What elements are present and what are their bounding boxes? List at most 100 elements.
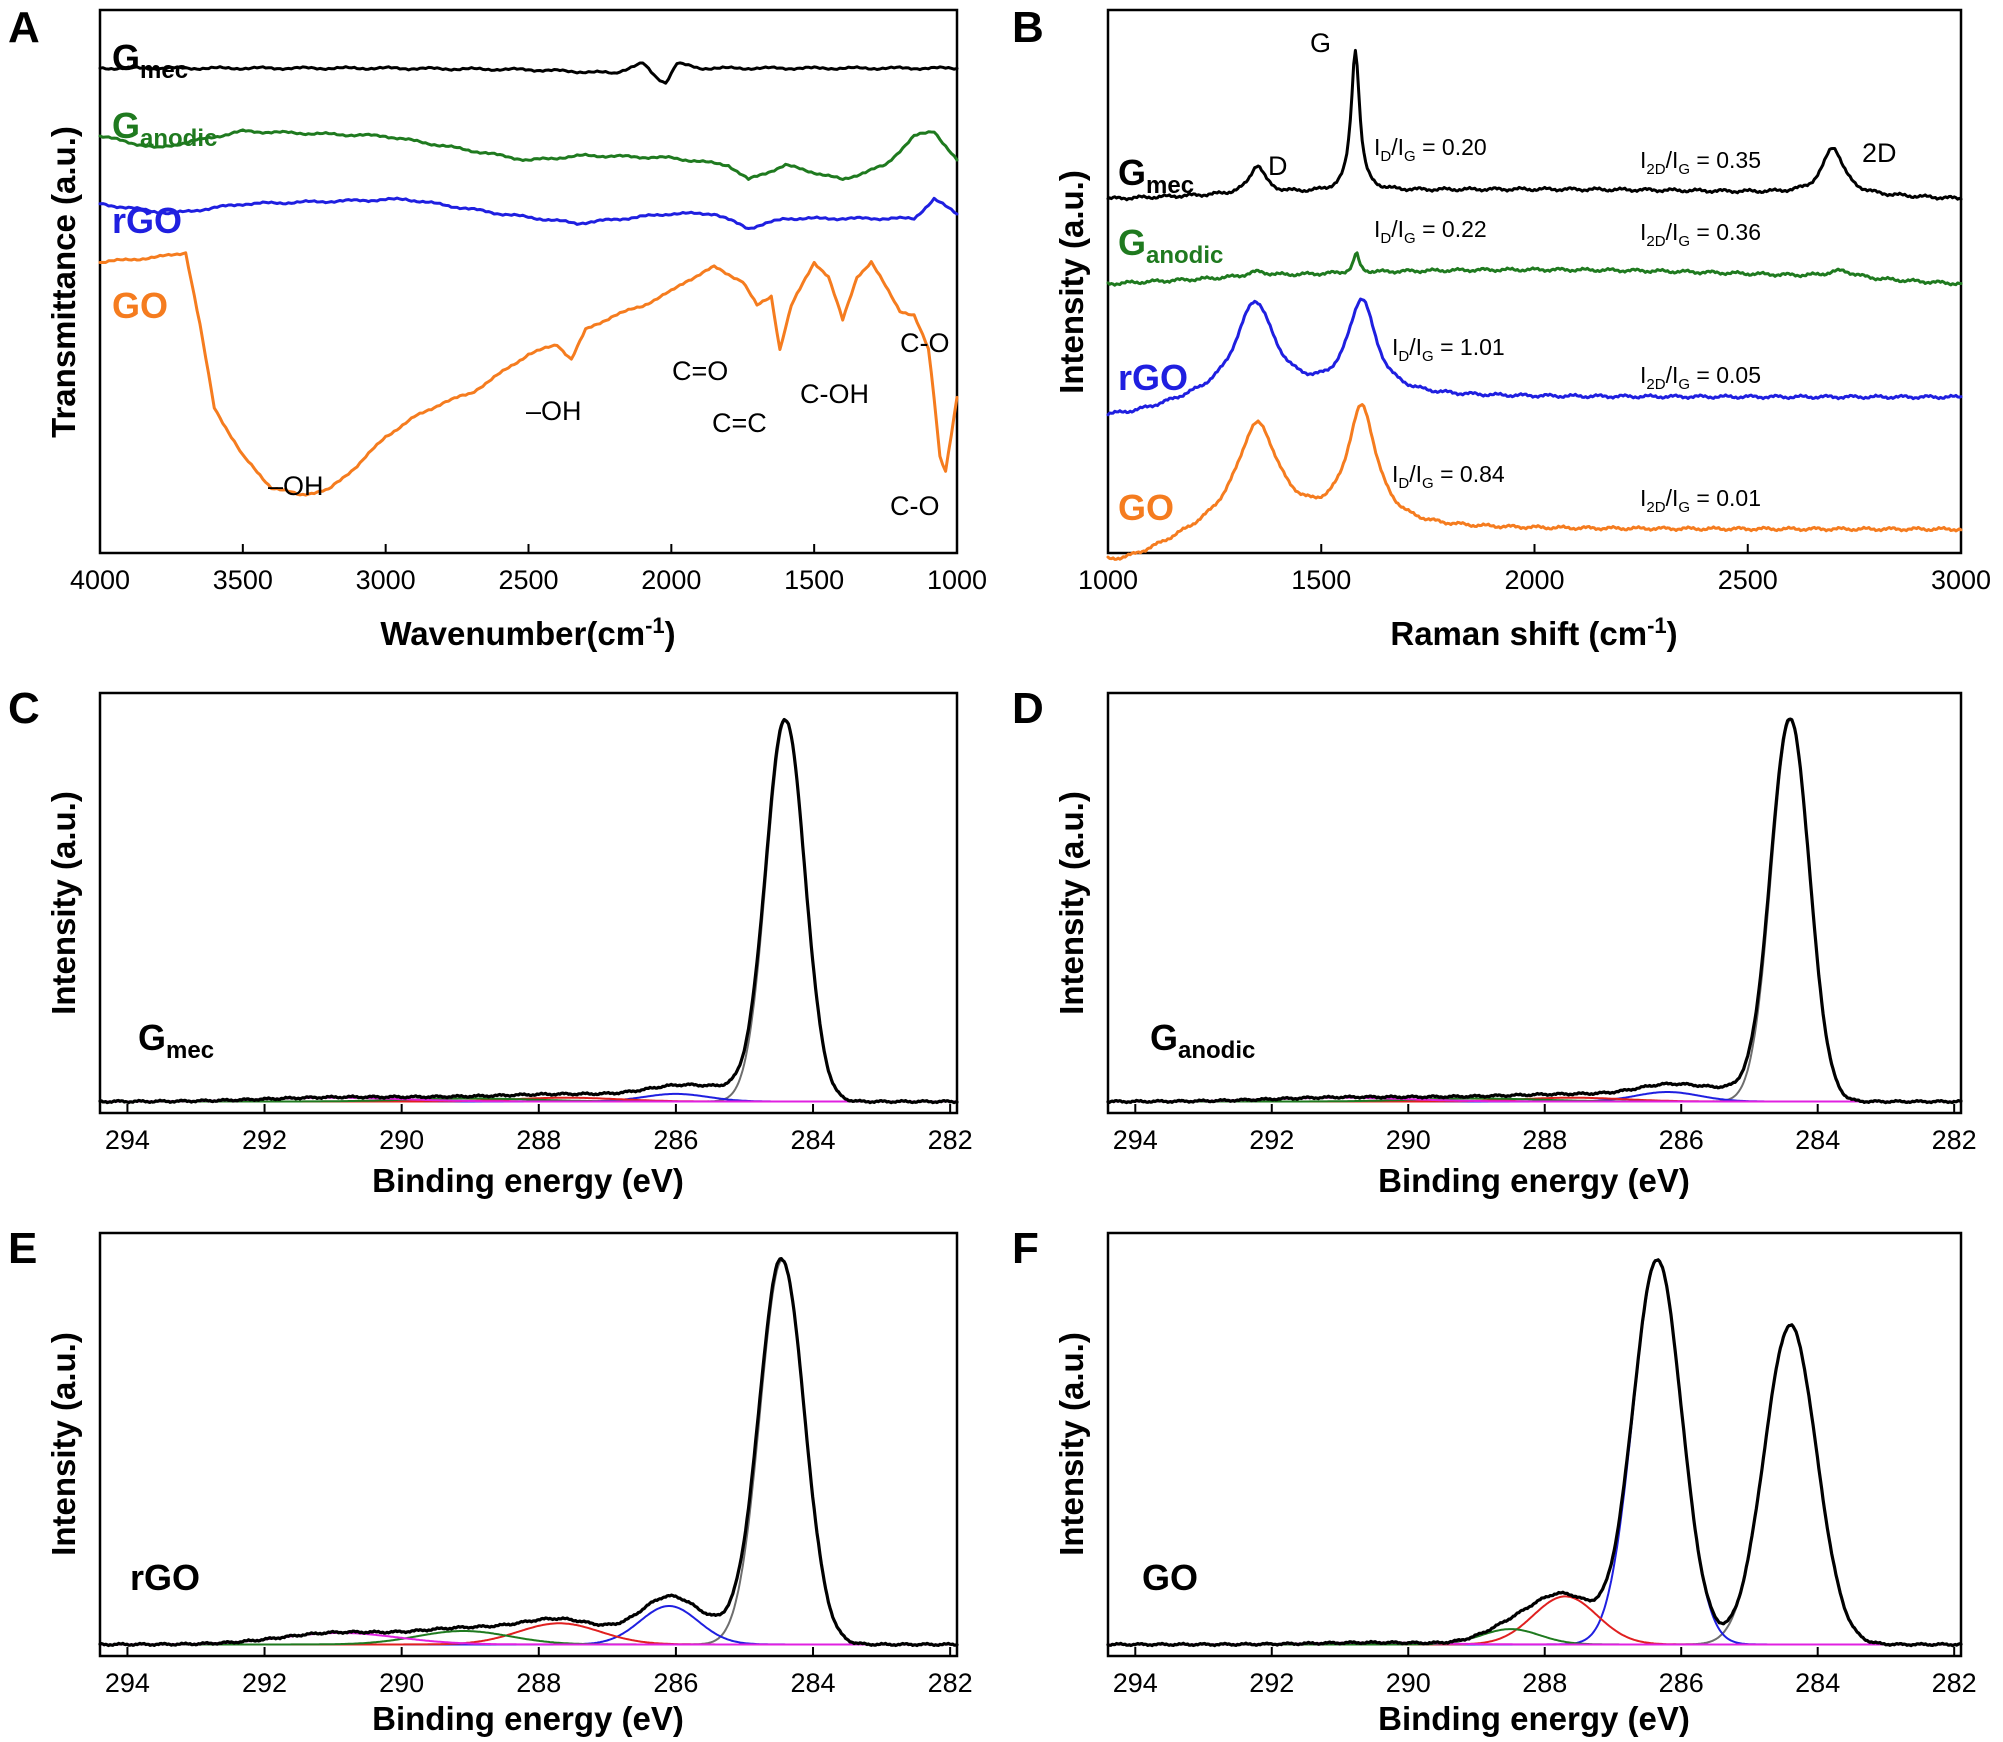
x-tick-label-e-288: 288 xyxy=(516,1668,561,1698)
ratio-i2d-ig-gmec: I2D/IG = 0.35 xyxy=(1640,147,1761,179)
panel-c-y-label: Intensity (a.u.) xyxy=(45,791,82,1015)
panel-f-frame xyxy=(1106,1231,1963,1658)
x-tick-label-c-292: 292 xyxy=(242,1125,287,1155)
ftir-line-rgo xyxy=(98,196,959,230)
x-tick-label-b-1000: 1000 xyxy=(1078,565,1138,595)
annot-oh-broad: –OH xyxy=(268,471,324,501)
ratio-i2d-ig-go: I2D/IG = 0.01 xyxy=(1640,485,1761,517)
panel-c-frame xyxy=(98,691,959,1115)
label-go-a: GO xyxy=(112,285,168,326)
x-tick-label-b-2000: 2000 xyxy=(1504,565,1564,595)
x-tick-label-d-290: 290 xyxy=(1386,1125,1431,1155)
panel-e-frame xyxy=(98,1231,959,1658)
peak-label-g: G xyxy=(1310,28,1331,58)
x-tick-label-d-288: 288 xyxy=(1522,1125,1567,1155)
x-tick-label-b-1500: 1500 xyxy=(1291,565,1351,595)
panel-d-frame xyxy=(1106,691,1963,1115)
panel-a-curves xyxy=(98,61,959,497)
x-tick-label-a-1000: 1000 xyxy=(927,565,987,595)
panel-letter-c: C xyxy=(8,684,40,733)
x-tick-label-e-290: 290 xyxy=(379,1668,424,1698)
raman-line-gmec xyxy=(1106,48,1963,202)
ratio-id-ig-go: ID/IG = 0.84 xyxy=(1392,461,1505,493)
x-tick-label-b-2500: 2500 xyxy=(1718,565,1778,595)
x-tick-label-a-2000: 2000 xyxy=(641,565,701,595)
x-tick-label-a-4000: 4000 xyxy=(70,565,130,595)
panel-a-x-ticks: 4000 3500 3000 2500 2000 1500 1000 xyxy=(70,544,987,595)
panel-a-x-label: Wavenumber(cm-1) xyxy=(380,613,675,653)
label-go-b: GO xyxy=(1118,487,1174,528)
x-tick-label-e-286: 286 xyxy=(653,1668,698,1698)
panel-a-frame xyxy=(98,8,959,555)
x-tick-label-c-282: 282 xyxy=(928,1125,973,1155)
panel-letter-d: D xyxy=(1012,684,1044,733)
annot-c-c-double: C=C xyxy=(712,408,767,438)
label-rgo-b: rGO xyxy=(1118,357,1188,398)
panel-c-x-label: Binding energy (eV) xyxy=(372,1162,684,1199)
panel-f-y-label: Intensity (a.u.) xyxy=(1053,1332,1090,1556)
panel-c-x-ticks: 294 292 290 288 286 284 282 xyxy=(105,1104,973,1155)
label-gmec-a: Gmec xyxy=(112,37,188,84)
xps-envelope-c xyxy=(98,717,959,1105)
panel-letter-a: A xyxy=(8,3,40,52)
panel-b: B 1000 1500 2000 2500 3000 Raman shift (cm-1… xyxy=(1012,3,1991,652)
panel-letter-b: B xyxy=(1012,3,1044,52)
x-tick-label-f-288: 288 xyxy=(1522,1668,1567,1698)
x-tick-label-f-294: 294 xyxy=(1113,1668,1158,1698)
raman-line-go xyxy=(1106,403,1963,561)
annot-c-o-1: C-O xyxy=(900,328,950,358)
x-tick-label-f-282: 282 xyxy=(1932,1668,1977,1698)
panel-c-sample-label: Gmec xyxy=(138,1017,214,1064)
panel-d: D 294 292 290 288 286 284 282 Binding energy (… xyxy=(1012,684,1977,1199)
raman-line-ganodic xyxy=(1106,251,1963,287)
xps-envelope-f xyxy=(1106,1258,1963,1648)
x-tick-label-c-288: 288 xyxy=(516,1125,561,1155)
x-tick-label-f-290: 290 xyxy=(1386,1668,1431,1698)
ratio-i2d-ig-rgo: I2D/IG = 0.05 xyxy=(1640,362,1761,394)
x-tick-label-a-1500: 1500 xyxy=(784,565,844,595)
panel-b-x-label: Raman shift (cm-1) xyxy=(1390,613,1677,653)
panel-c-curves xyxy=(98,717,959,1105)
x-tick-label-b-3000: 3000 xyxy=(1931,565,1991,595)
x-tick-label-e-284: 284 xyxy=(790,1668,835,1698)
panel-d-y-label: Intensity (a.u.) xyxy=(1053,791,1090,1015)
x-tick-label-d-282: 282 xyxy=(1932,1125,1977,1155)
panel-letter-e: E xyxy=(8,1224,37,1273)
x-tick-label-f-292: 292 xyxy=(1249,1668,1294,1698)
panel-a: A 4000 3500 3000 2500 2000 1500 1000 Wavenumbe… xyxy=(8,3,987,652)
x-tick-label-d-292: 292 xyxy=(1249,1125,1294,1155)
annot-c-o-double: C=O xyxy=(672,356,728,386)
panel-e-sample-label: rGO xyxy=(130,1557,200,1598)
xps-component-e-c-c xyxy=(99,1259,958,1646)
xps-component-f-o-c-o xyxy=(1107,1628,1962,1646)
panel-f: F 294 292 290 288 286 284 282 Binding energy (… xyxy=(1012,1224,1977,1737)
panel-letter-f: F xyxy=(1012,1224,1039,1273)
xps-component-f-c-c xyxy=(1107,1324,1962,1646)
panel-e-x-ticks: 294 292 290 288 286 284 282 xyxy=(105,1647,973,1698)
label-gmec-b: Gmec xyxy=(1118,152,1194,199)
panel-e-x-label: Binding energy (eV) xyxy=(372,1700,684,1737)
panel-d-curves xyxy=(1106,717,1963,1105)
raman-line-rgo xyxy=(1106,297,1963,417)
label-ganodic-b: Ganodic xyxy=(1118,222,1223,269)
panel-b-x-ticks: 1000 1500 2000 2500 3000 xyxy=(1078,544,1991,595)
ratio-i2d-ig-ganodic: I2D/IG = 0.36 xyxy=(1640,219,1761,251)
panel-b-y-label: Intensity (a.u.) xyxy=(1053,170,1090,394)
panel-d-sample-label: Ganodic xyxy=(1150,1017,1255,1064)
panel-d-x-ticks: 294 292 290 288 286 284 282 xyxy=(1113,1104,1977,1155)
x-tick-label-d-286: 286 xyxy=(1659,1125,1704,1155)
x-tick-label-f-284: 284 xyxy=(1795,1668,1840,1698)
x-tick-label-e-292: 292 xyxy=(242,1668,287,1698)
ftir-line-go xyxy=(98,251,959,497)
panel-e: E 294 292 290 288 286 284 282 Binding energy (… xyxy=(8,1224,973,1737)
panel-f-curves xyxy=(1106,1258,1963,1648)
annot-c-oh: C-OH xyxy=(800,379,869,409)
ftir-line-ganodic xyxy=(98,128,959,181)
peak-label-2d: 2D xyxy=(1862,138,1897,168)
peak-label-d: D xyxy=(1268,151,1288,181)
x-tick-label-c-294: 294 xyxy=(105,1125,150,1155)
x-tick-label-d-294: 294 xyxy=(1113,1125,1158,1155)
x-tick-label-d-284: 284 xyxy=(1795,1125,1840,1155)
xps-envelope-e xyxy=(98,1257,959,1648)
panel-b-frame xyxy=(1106,8,1963,555)
